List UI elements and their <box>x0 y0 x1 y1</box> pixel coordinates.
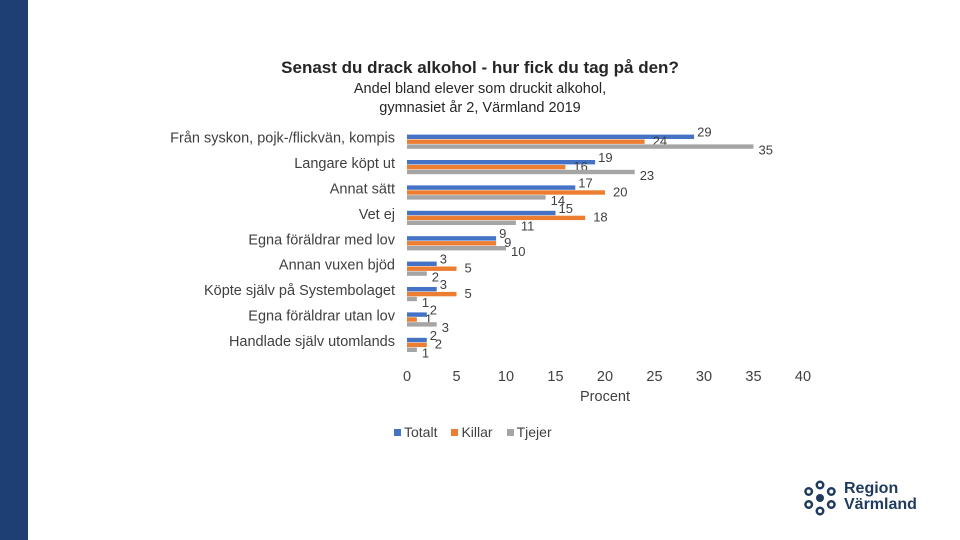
bar-totalt <box>407 261 437 266</box>
category-label: Från syskon, pojk-/flickvän, kompis <box>170 131 395 147</box>
legend-swatch-totalt <box>394 428 401 436</box>
bar-killar <box>407 241 497 246</box>
data-label-tjejer: 35 <box>759 142 773 157</box>
data-label-killar: 1 <box>425 311 432 326</box>
category-label: Egna föräldrar med lov <box>248 232 395 248</box>
x-tick-label: 15 <box>547 369 563 385</box>
data-label-killar: 20 <box>613 184 627 199</box>
legend-label-killar: Killar <box>461 424 493 440</box>
bar-tjejer <box>407 246 506 251</box>
data-label-totalt: 19 <box>598 150 612 165</box>
bar-killar <box>407 215 586 221</box>
bar-killar <box>407 139 645 144</box>
legend-swatch-tjejer <box>506 428 514 436</box>
data-label-totalt: 2 <box>430 302 437 317</box>
data-label-totalt: 29 <box>697 125 711 140</box>
data-label-tjejer: 1 <box>422 295 429 310</box>
data-label-totalt: 9 <box>499 226 506 241</box>
x-tick-label: 30 <box>696 369 712 385</box>
legend-label-totalt: Totalt <box>404 424 438 440</box>
bar-killar <box>407 266 457 271</box>
bar-killar <box>407 317 417 322</box>
category-label: Egna föräldrar utan lov <box>248 309 395 325</box>
data-label-totalt: 3 <box>440 277 447 292</box>
bar-tjejer <box>407 322 437 327</box>
data-label-tjejer: 23 <box>640 168 654 183</box>
category-label: Annat sätt <box>330 182 395 198</box>
legend-item-killar: Killar <box>451 424 493 440</box>
data-label-totalt: 3 <box>440 252 447 267</box>
bar-tjejer <box>407 220 516 225</box>
bar-tjejer <box>407 169 635 175</box>
data-label-totalt: 2 <box>430 328 437 343</box>
data-label-totalt: 15 <box>559 201 573 216</box>
legend-item-totalt: Totalt <box>394 424 437 440</box>
bar-killar <box>407 164 566 170</box>
data-label-tjejer: 1 <box>422 346 429 361</box>
data-label-tjejer: 14 <box>551 193 565 208</box>
bar-totalt <box>407 337 427 343</box>
data-label-totalt: 17 <box>578 175 592 190</box>
bar-tjejer <box>407 144 754 149</box>
logo-line-2: Värmland <box>844 496 917 513</box>
data-label-tjejer: 2 <box>432 269 439 284</box>
bar-tjejer <box>407 296 417 302</box>
bar-tjejer <box>407 271 427 276</box>
category-label: Langare köpt ut <box>294 156 395 172</box>
bar-totalt <box>407 134 695 139</box>
legend-swatch-killar <box>451 428 459 436</box>
data-label-tjejer: 11 <box>521 219 535 234</box>
data-label-killar: 2 <box>435 337 442 352</box>
chart-title: Senast du drack alkohol - hur fick du ta… <box>281 58 679 77</box>
logo-line-1: Region <box>844 480 899 497</box>
x-axis-title: Procent <box>580 389 630 405</box>
side-accent-bar <box>0 0 28 540</box>
bar-tjejer <box>407 347 417 352</box>
bar-totalt <box>407 312 427 317</box>
data-label-tjejer: 3 <box>442 320 449 335</box>
bar-totalt <box>407 160 596 165</box>
category-label: Köpte själv på Systembolaget <box>204 283 395 299</box>
bar-totalt <box>407 287 437 292</box>
logo-text: Region Värmland <box>844 481 917 513</box>
x-tick-label: 0 <box>403 369 411 385</box>
x-tick-label: 40 <box>795 369 811 385</box>
x-tick-label: 10 <box>498 369 514 385</box>
category-label: Vet ej <box>359 207 395 223</box>
legend-label-tjejer: Tjejer <box>516 424 552 440</box>
x-tick-label: 20 <box>597 369 613 385</box>
category-label: Annan vuxen bjöd <box>279 258 395 274</box>
bar-killar <box>407 342 427 348</box>
data-label-killar: 5 <box>465 286 472 301</box>
data-label-killar: 5 <box>465 261 472 276</box>
snowflake-icon <box>804 480 836 516</box>
x-tick-label: 25 <box>646 369 662 385</box>
region-varmland-logo: Region Värmland <box>800 478 940 518</box>
legend-item-tjejer: Tjejer <box>506 424 552 440</box>
bar-totalt <box>407 210 556 216</box>
bar-killar <box>407 190 605 195</box>
bar-tjejer <box>407 195 546 200</box>
x-tick-label: 5 <box>452 369 460 385</box>
legend: Totalt Killar Tjejer <box>394 424 552 440</box>
x-tick-label: 35 <box>745 369 761 385</box>
bar-totalt <box>407 185 576 190</box>
bar-totalt <box>407 236 497 241</box>
chart-subtitle: Andel bland elever som druckit alkohol, … <box>353 81 607 116</box>
category-label: Handlade själv utomlands <box>229 334 395 350</box>
data-label-killar: 9 <box>504 235 511 250</box>
bar-killar <box>407 291 457 297</box>
data-label-tjejer: 10 <box>511 244 525 259</box>
data-label-killar: 18 <box>593 210 607 225</box>
